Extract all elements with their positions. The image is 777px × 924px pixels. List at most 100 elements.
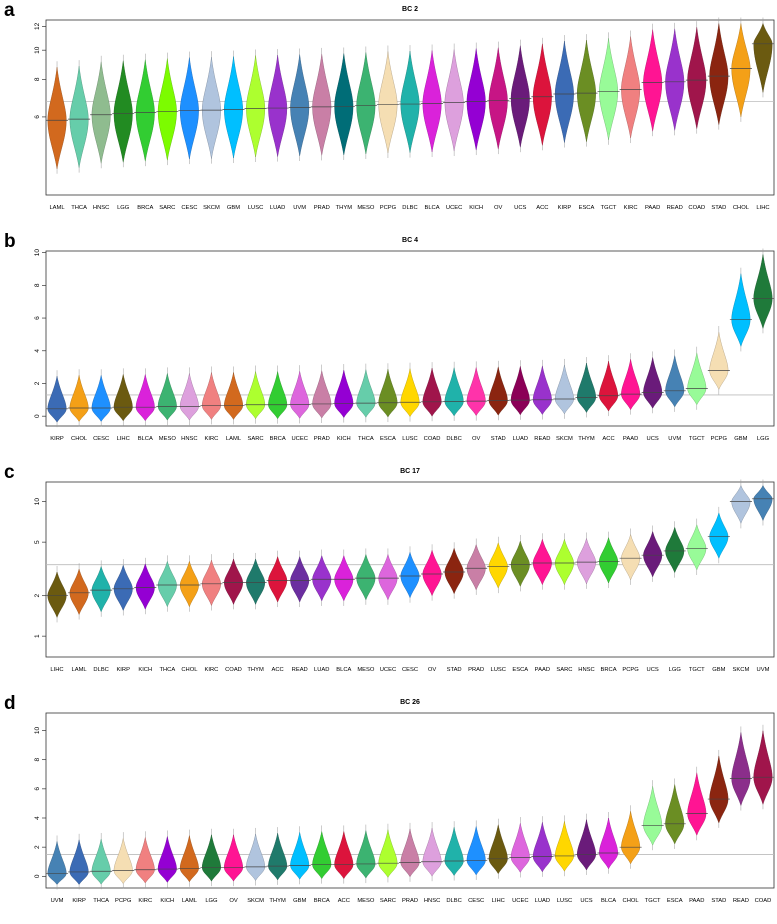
violin-uvm	[665, 355, 685, 408]
x-tick-label-lusc: LUSC	[402, 436, 417, 442]
x-tick-label-pcpg: PCPG	[711, 436, 728, 442]
violin-thca	[356, 369, 376, 418]
x-tick-label-lusc: LUSC	[557, 898, 572, 904]
x-tick-label-chol: CHOL	[623, 898, 640, 904]
violin-acc	[532, 43, 552, 146]
x-tick-label-meso: MESO	[357, 667, 375, 673]
violin-hnsc	[422, 828, 442, 877]
chart-title: BC 4	[402, 237, 418, 244]
x-tick-label-kirc: KIRC	[624, 205, 638, 211]
x-tick-label-stad: STAD	[711, 898, 726, 904]
violin-paad	[643, 29, 663, 132]
violin-skcm	[731, 484, 751, 524]
violin-lusc	[400, 368, 420, 418]
violin-kich	[157, 836, 177, 883]
violin-kich	[466, 48, 486, 151]
x-tick-label-uvm: UVM	[51, 898, 64, 904]
x-tick-label-pcpg: PCPG	[622, 667, 639, 673]
violin-dlbc	[400, 51, 420, 153]
violin-tgct	[643, 786, 663, 846]
y-tick-label: 5	[34, 540, 41, 544]
x-tick-label-brca: BRCA	[600, 667, 616, 673]
violin-lihc	[47, 571, 67, 618]
violin-lgg	[113, 60, 133, 163]
violin-lihc	[753, 22, 773, 93]
x-tick-label-kirp: KIRP	[72, 898, 86, 904]
x-tick-label-blca: BLCA	[336, 667, 351, 673]
violin-chol	[179, 560, 199, 608]
x-tick-label-paad: PAAD	[623, 436, 638, 442]
violin-prad	[312, 53, 332, 156]
violin-cesc	[91, 375, 111, 422]
violin-lusc	[488, 541, 508, 589]
violin-prad	[312, 370, 332, 419]
x-tick-label-read: READ	[667, 205, 683, 211]
x-tick-label-lusc: LUSC	[248, 205, 263, 211]
violin-ucec	[444, 49, 464, 152]
x-tick-label-ucec: UCEC	[512, 898, 528, 904]
violin-thym	[268, 833, 288, 881]
violin-kich	[135, 563, 155, 610]
x-tick-label-skcm: SKCM	[733, 667, 750, 673]
violin-ov	[488, 47, 508, 150]
x-tick-label-cesc: CESC	[468, 898, 484, 904]
violin-read	[665, 28, 685, 131]
violin-brca	[135, 59, 155, 162]
chart-title: BC 26	[400, 699, 420, 706]
x-tick-label-tgct: TGCT	[645, 898, 661, 904]
x-tick-label-lgg: LGG	[669, 667, 682, 673]
violin-meso	[356, 830, 376, 879]
x-tick-label-brca: BRCA	[314, 898, 330, 904]
x-tick-label-thym: THYM	[336, 205, 353, 211]
x-tick-label-stad: STAD	[711, 205, 726, 211]
panel-a: a BC 2 6 8 10 12 LAML THCA HNSC LGG BRCA SARC CESC S…	[0, 0, 777, 231]
panel-letter-a: a	[4, 0, 15, 21]
violin-meso	[356, 52, 376, 155]
x-tick-label-esca: ESCA	[512, 667, 528, 673]
x-tick-label-chol: CHOL	[733, 205, 750, 211]
violin-blca	[334, 554, 354, 602]
violin-lgg	[665, 526, 685, 574]
x-tick-label-ucec: UCEC	[380, 667, 396, 673]
chart-bc4: BC 4 0 2 4 6 8 10 KIRP CHOL CESC LIHC BLCA MESO HNSC K…	[34, 237, 775, 442]
violin-ov	[422, 549, 442, 597]
violin-cesc	[466, 826, 486, 876]
chart-bc2: BC 2 6 8 10 12 LAML THCA HNSC LGG BRCA SARC CESC SKC…	[34, 6, 775, 211]
y-tick-label: 4	[34, 816, 41, 820]
violin-laml	[47, 67, 67, 169]
violin-ucs	[643, 530, 663, 578]
violin-hnsc	[179, 373, 199, 421]
x-tick-label-ov: OV	[472, 436, 481, 442]
x-tick-label-lgg: LGG	[205, 898, 218, 904]
x-tick-label-meso: MESO	[357, 205, 375, 211]
violin-esca	[665, 784, 685, 845]
x-tick-label-ucec: UCEC	[291, 436, 307, 442]
x-tick-label-chol: CHOL	[181, 667, 198, 673]
violin-blca	[599, 817, 619, 870]
violin-blca	[422, 50, 442, 153]
violin-brca	[312, 831, 332, 880]
violin-kirp	[47, 376, 67, 423]
y-tick-label: 2	[34, 593, 41, 597]
x-tick-label-luad: LUAD	[513, 436, 528, 442]
x-tick-label-ov: OV	[428, 667, 437, 673]
x-tick-label-tgct: TGCT	[689, 667, 705, 673]
violin-luad	[312, 554, 332, 602]
plot-frame	[45, 481, 775, 658]
y-tick-label: 8	[34, 757, 41, 761]
x-tick-label-stad: STAD	[491, 436, 506, 442]
y-tick-label: 6	[34, 115, 41, 119]
violin-ov	[224, 834, 243, 882]
violin-kirc	[201, 372, 221, 420]
chart-bc17: BC 17 1 2 5 10 LIHC LAML DLBC KIRP KICH THCA CHOL KI…	[34, 468, 775, 673]
violin-sarc	[378, 829, 398, 878]
violin-uvm	[290, 54, 310, 157]
violin-stad	[488, 366, 508, 416]
violin-thca	[91, 838, 111, 885]
x-tick-label-ucs: UCS	[514, 205, 526, 211]
x-tick-label-luad: LUAD	[535, 898, 550, 904]
x-tick-label-ov: OV	[229, 898, 238, 904]
x-tick-label-acc: ACC	[338, 898, 350, 904]
chart-title: BC 17	[400, 468, 420, 475]
x-tick-label-coad: COAD	[225, 667, 242, 673]
